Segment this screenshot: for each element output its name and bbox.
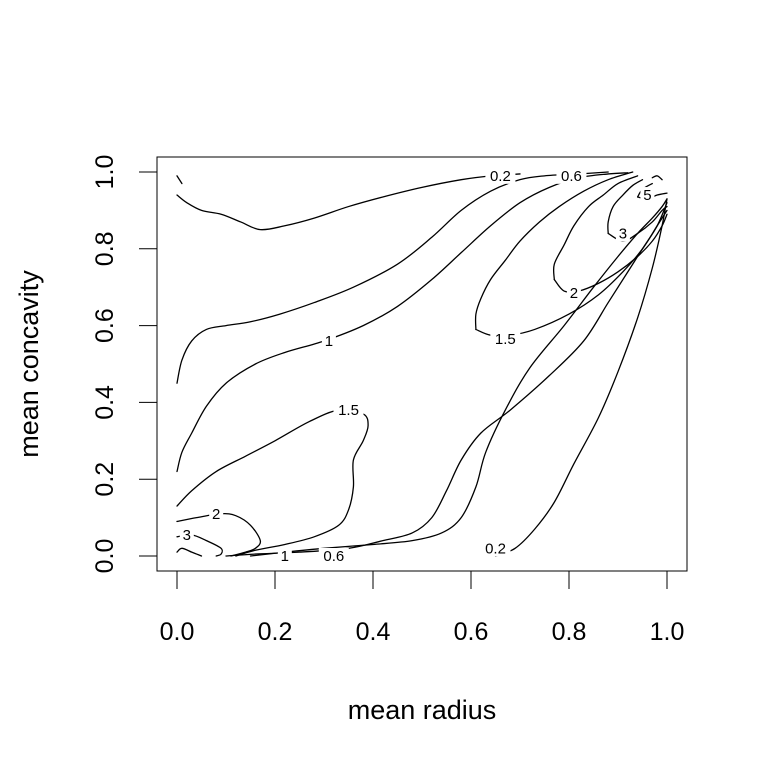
contour-line-0.2-0 xyxy=(176,175,183,185)
plot-frame xyxy=(156,156,688,572)
contour-label-2-0: 2 xyxy=(212,506,220,523)
contour-label-bg xyxy=(333,402,364,419)
x-tick-label: 0.0 xyxy=(160,618,195,646)
contour-label-1.5-1: 1.5 xyxy=(495,331,516,348)
contour-line-1.5-1 xyxy=(474,171,634,331)
contour-label-bg xyxy=(640,187,655,204)
contour-label-bg xyxy=(485,167,516,184)
contour-label-bg xyxy=(277,548,292,564)
contour-line-2-2 xyxy=(553,213,668,293)
contour-label-1-0: 1 xyxy=(325,333,333,350)
y-tick-label: 0.2 xyxy=(91,462,119,497)
contour-line-extra-1 xyxy=(651,175,663,181)
contour-lines xyxy=(176,171,668,557)
contour-label-bg xyxy=(615,225,630,242)
x-tick-label: 0.4 xyxy=(356,618,391,646)
contour-label-bg xyxy=(480,540,511,557)
contour-label-bg xyxy=(321,332,336,349)
y-tick-label: 0.8 xyxy=(91,231,119,266)
contour-line-1-1 xyxy=(225,202,668,557)
contour-line-1.5-0 xyxy=(176,409,369,557)
contour-label-bg xyxy=(490,331,521,348)
contour-label-3-0: 3 xyxy=(183,527,191,544)
y-axis-title: mean concavity xyxy=(14,270,44,458)
contour-line-0.2-2 xyxy=(494,198,668,557)
x-axis: 0.0 0.2 0.4 0.6 0.8 1.0 xyxy=(160,570,685,646)
contour-label-bg xyxy=(179,526,194,543)
y-axis: 0.0 0.2 0.4 0.6 0.8 1.0 xyxy=(91,155,158,574)
contour-line-0.6-1 xyxy=(249,198,668,557)
contour-line-1-0 xyxy=(176,172,629,473)
contour-label-bg xyxy=(556,167,587,184)
contour-label-1-1: 1 xyxy=(281,548,289,565)
contour-label-0.2-1: 0.2 xyxy=(485,540,506,557)
contour-label-3-1: 3 xyxy=(619,225,627,242)
x-tick-label: 0.2 xyxy=(258,618,293,646)
contour-label-bg xyxy=(209,505,224,522)
contour-label-2-1: 2 xyxy=(570,285,578,302)
contour-label-0.6-0: 0.6 xyxy=(561,168,582,185)
contour-line-0.2-1 xyxy=(176,173,521,231)
contour-label-5-0: 5 xyxy=(643,187,651,204)
x-tick-label: 0.6 xyxy=(454,618,489,646)
y-tick-label: 0.4 xyxy=(91,385,119,420)
contour-label-1.5-0: 1.5 xyxy=(338,402,359,419)
x-tick-label: 0.8 xyxy=(552,618,587,646)
contour-label-bg xyxy=(566,284,581,301)
contour-label-0.6-1: 0.6 xyxy=(323,548,344,565)
contour-labels: 0.2 0.2 0.6 0.6 1 1 1.5 1.5 2 2 3 3 5 xyxy=(179,167,655,565)
y-tick-label: 0.0 xyxy=(91,539,119,574)
contour-line-2-0 xyxy=(176,513,262,557)
contour-label-bg xyxy=(318,548,349,564)
x-tick-label: 1.0 xyxy=(650,618,685,646)
contour-line-0.6-0 xyxy=(176,171,609,384)
contour-line-2-1 xyxy=(552,175,639,281)
contour-label-0.2-0: 0.2 xyxy=(490,168,511,185)
contour-line-3-1 xyxy=(607,179,644,235)
contour-line-extra-0 xyxy=(176,547,203,557)
y-tick-label: 0.6 xyxy=(91,308,119,343)
x-axis-title: mean radius xyxy=(348,695,497,725)
y-tick-label: 1.0 xyxy=(91,155,119,190)
